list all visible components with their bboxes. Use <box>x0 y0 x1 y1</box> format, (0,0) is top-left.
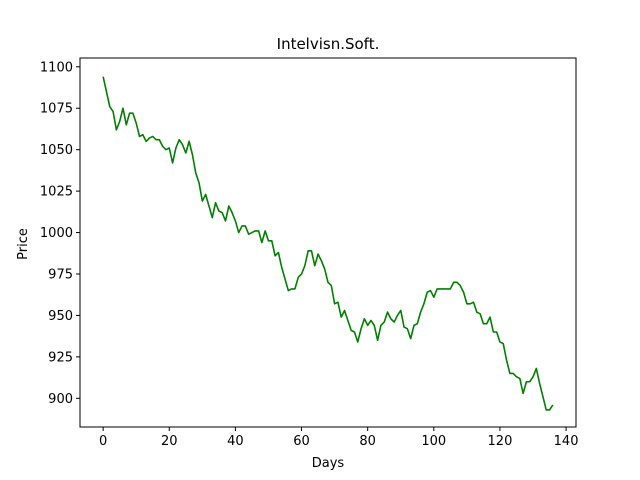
y-tick-label: 950 <box>48 309 73 324</box>
y-axis-label: Price <box>16 228 31 260</box>
y-tick-label: 1075 <box>40 102 73 117</box>
price-series-line <box>102 76 554 411</box>
x-tick-label: 0 <box>99 434 107 449</box>
x-tick-label: 60 <box>293 434 310 449</box>
y-tick-label: 1025 <box>40 185 73 200</box>
x-tick-label: 140 <box>554 434 579 449</box>
y-tick-label: 975 <box>48 267 73 282</box>
x-tick-label: 120 <box>488 434 513 449</box>
y-tick-label: 925 <box>48 350 73 365</box>
x-axis-label: Days <box>312 456 345 471</box>
y-tick-label: 1100 <box>40 60 73 75</box>
plot-frame <box>79 57 577 428</box>
x-tick-label: 100 <box>421 434 446 449</box>
y-tick-label: 900 <box>48 392 73 407</box>
x-tick-label: 20 <box>161 434 178 449</box>
x-tick-label: 40 <box>227 434 244 449</box>
x-tick-label: 80 <box>359 434 376 449</box>
y-tick-label: 1050 <box>40 143 73 158</box>
y-tick-label: 1000 <box>40 226 73 241</box>
chart-title: Intelvisn.Soft. <box>277 35 380 53</box>
